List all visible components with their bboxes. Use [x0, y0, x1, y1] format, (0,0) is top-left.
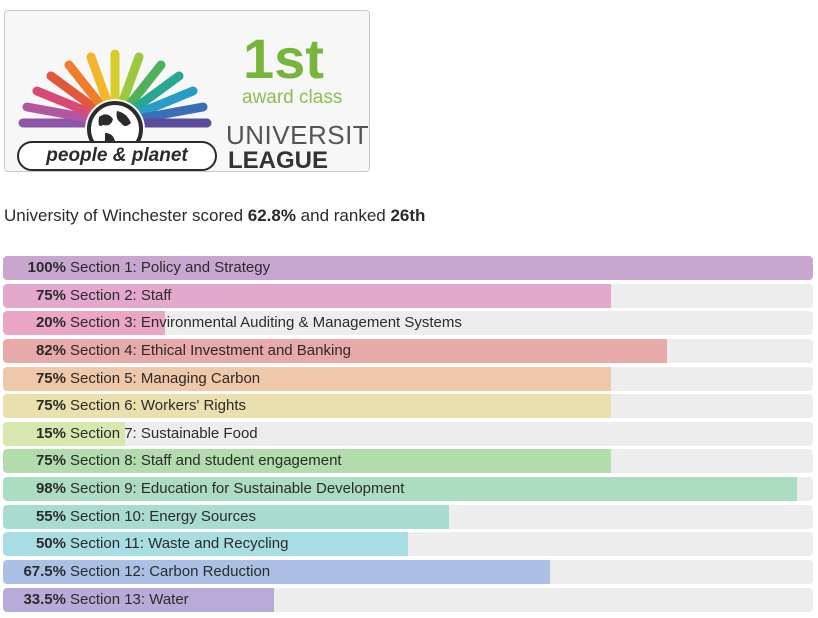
section-title: Section 7: Sustainable Food — [70, 424, 258, 442]
section-percent: 98% — [35, 480, 66, 498]
section-bar-row: 75% Section 8: Staff and student engageme… — [3, 449, 813, 474]
section-bar-fill — [3, 338, 668, 363]
summary-middle: and ranked — [295, 206, 391, 225]
section-bar-row: 67.5% Section 12: Carbon Reduction — [3, 560, 813, 585]
section-percent: 33.5% — [23, 590, 66, 608]
section-bar-fill — [3, 587, 275, 612]
league-title-line1: UNIVERSITY — [226, 120, 370, 150]
section-bar-label: 82% Section 4: Ethical Investment and Ban… — [3, 339, 351, 363]
section-percent: 67.5% — [23, 563, 66, 581]
section-title: Section 11: Waste and Recycling — [70, 535, 289, 553]
section-title: Section 13: Water — [70, 590, 189, 608]
section-bar-label: 75% Section 2: Staff — [3, 284, 172, 308]
section-bar-fill — [3, 560, 550, 585]
section-title: Section 10: Energy Sources — [70, 507, 256, 525]
section-bar-fill — [3, 311, 165, 336]
award-class-label: award class — [242, 87, 343, 108]
section-bar-fill — [3, 421, 125, 446]
section-percent: 55% — [35, 507, 66, 525]
section-bar-fill — [3, 477, 797, 502]
section-bar-label: 75% Section 5: Managing Carbon — [3, 367, 260, 391]
section-bar-row: 100% Section 1: Policy and Strategy — [3, 256, 813, 280]
section-bar-row: 15% Section 7: Sustainable Food — [3, 421, 813, 446]
summary-rank: 26th — [390, 206, 426, 225]
section-title: Section 9: Education for Sustainable Dev… — [70, 480, 405, 498]
section-bar-row: 98% Section 9: Education for Sustainable … — [3, 477, 813, 502]
section-title: Section 6: Workers' Rights — [70, 397, 246, 415]
section-bar-row: 75% Section 5: Managing Carbon — [3, 366, 813, 391]
section-bar-fill — [3, 449, 611, 474]
section-bar-fill — [3, 394, 611, 419]
section-bar-label: 50% Section 11: Waste and Recycling — [3, 532, 288, 556]
section-bar-row: 75% Section 2: Staff — [3, 283, 813, 308]
section-percent: 75% — [35, 286, 66, 304]
section-bar-fill — [3, 532, 408, 557]
section-title: Section 2: Staff — [70, 286, 172, 304]
section-bar-fill — [3, 504, 449, 529]
summary-prefix: University of Winchester scored — [4, 206, 248, 225]
score-summary: University of Winchester scored 62.8% an… — [4, 206, 425, 226]
section-title: Section 1: Policy and Strategy — [70, 259, 271, 276]
section-bar-label: 55% Section 10: Energy Sources — [3, 505, 256, 529]
section-bar-row: 33.5% Section 13: Water — [3, 587, 813, 612]
award-rank: 1st — [243, 27, 324, 90]
section-bar-row: 50% Section 11: Waste and Recycling — [3, 532, 813, 557]
section-bar-label: 100% Section 1: Policy and Strategy — [3, 256, 271, 280]
section-percent: 50% — [35, 535, 66, 553]
section-bar-fill — [3, 283, 611, 308]
section-bar-label: 15% Section 7: Sustainable Food — [3, 422, 258, 446]
section-bar-row: 75% Section 6: Workers' Rights — [3, 394, 813, 419]
section-percent: 15% — [35, 424, 66, 442]
section-bar-label: 98% Section 9: Education for Sustainable … — [3, 477, 404, 501]
section-bar-label: 75% Section 6: Workers' Rights — [3, 394, 246, 418]
section-bar-fill — [3, 366, 611, 391]
league-title-line2: LEAGUE 2021 — [228, 147, 329, 172]
section-bar-row: 82% Section 4: Ethical Investment and Ban… — [3, 338, 813, 363]
award-badge: people & planet 1st award class UNIVERSI… — [4, 10, 370, 172]
section-bar-fill — [3, 256, 813, 280]
section-bar-label: 67.5% Section 12: Carbon Reduction — [3, 560, 270, 584]
section-score-bars: 100% Section 1: Policy and Strategy 75% Sec… — [3, 256, 813, 615]
section-percent: 100% — [27, 259, 66, 276]
section-percent: 75% — [35, 452, 66, 470]
section-title: Section 12: Carbon Reduction — [70, 563, 271, 581]
section-title: Section 3: Environmental Auditing & Mana… — [70, 314, 462, 332]
section-percent: 75% — [35, 369, 66, 387]
section-title: Section 5: Managing Carbon — [70, 369, 261, 387]
section-bar-row: 20% Section 3: Environmental Auditing & M… — [3, 311, 813, 336]
section-bar-label: 75% Section 8: Staff and student engageme… — [3, 449, 342, 473]
section-percent: 75% — [35, 397, 66, 415]
section-title: Section 4: Ethical Investment and Bankin… — [70, 341, 352, 359]
section-bar-label: 33.5% Section 13: Water — [3, 588, 189, 612]
summary-score: 62.8% — [247, 206, 296, 225]
section-percent: 20% — [35, 314, 66, 332]
section-bar-label: 20% Section 3: Environmental Auditing & M… — [3, 311, 462, 335]
section-bar-row: 55% Section 10: Energy Sources — [3, 504, 813, 529]
people-and-planet-logo: people & planet — [17, 141, 217, 171]
section-percent: 82% — [35, 341, 66, 359]
section-title: Section 8: Staff and student engagement — [70, 452, 342, 470]
